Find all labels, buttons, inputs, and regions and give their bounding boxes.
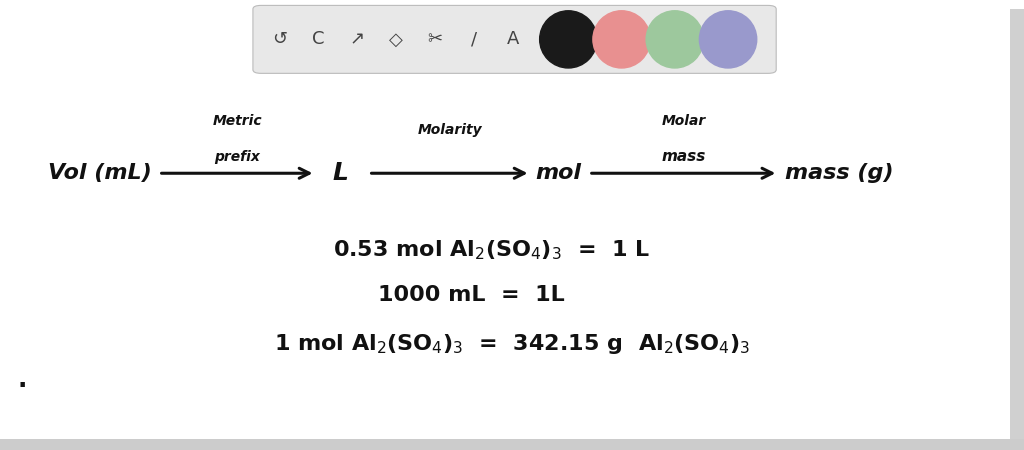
Text: ◇: ◇	[389, 31, 403, 49]
Text: .: .	[17, 368, 28, 392]
Text: 1 mol Al$_2$(SO$_4$)$_3$  =  342.15 g  Al$_2$(SO$_4$)$_3$: 1 mol Al$_2$(SO$_4$)$_3$ = 342.15 g Al$_…	[273, 332, 751, 356]
Text: Molarity: Molarity	[417, 123, 482, 137]
Text: ↺: ↺	[272, 31, 287, 49]
Text: 0.53 mol Al$_2$(SO$_4$)$_3$  =  1 L: 0.53 mol Al$_2$(SO$_4$)$_3$ = 1 L	[333, 238, 650, 261]
Ellipse shape	[540, 11, 597, 68]
Bar	[0, 439, 1024, 450]
Bar	[1010, 9, 1024, 441]
Ellipse shape	[699, 11, 757, 68]
Text: ✂: ✂	[428, 31, 442, 49]
Text: C: C	[312, 31, 325, 49]
Text: L: L	[332, 161, 348, 185]
Text: ▣: ▣	[544, 31, 560, 49]
Text: A: A	[507, 31, 519, 49]
Text: mass: mass	[662, 149, 706, 164]
Text: mol: mol	[536, 163, 581, 183]
Ellipse shape	[646, 11, 703, 68]
Text: mass (g): mass (g)	[785, 163, 894, 183]
Text: Molar: Molar	[662, 114, 706, 128]
Ellipse shape	[593, 11, 650, 68]
FancyBboxPatch shape	[253, 5, 776, 73]
Text: /: /	[471, 31, 477, 49]
Text: ↗: ↗	[350, 31, 365, 49]
Text: Metric: Metric	[212, 114, 262, 128]
Text: 1000 mL  =  1L: 1000 mL = 1L	[378, 285, 564, 305]
Text: prefix: prefix	[214, 150, 260, 164]
Text: Vol (mL): Vol (mL)	[48, 163, 153, 183]
